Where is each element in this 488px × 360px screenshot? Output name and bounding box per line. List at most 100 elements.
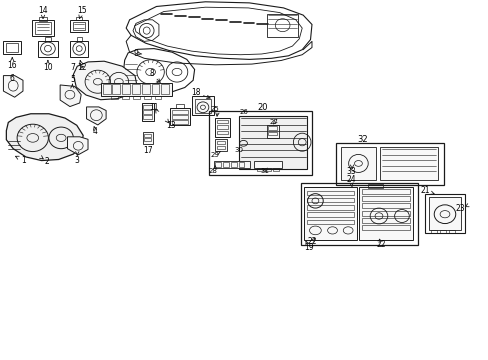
Bar: [142, 84, 149, 94]
Text: 17: 17: [142, 146, 152, 155]
Text: 20: 20: [257, 103, 268, 112]
Bar: [367, 184, 383, 188]
Bar: [439, 230, 445, 233]
Bar: [38, 41, 58, 57]
Text: 16: 16: [7, 61, 17, 70]
Bar: [143, 110, 152, 114]
Bar: [77, 37, 81, 41]
Bar: [264, 168, 270, 171]
Text: 24: 24: [346, 175, 355, 184]
Bar: [306, 212, 353, 217]
Bar: [428, 197, 460, 230]
Text: 14: 14: [38, 5, 48, 14]
Bar: [161, 84, 169, 94]
Bar: [195, 99, 210, 113]
Bar: [101, 83, 171, 96]
Bar: [215, 162, 221, 167]
Bar: [266, 14, 298, 37]
Polygon shape: [86, 107, 106, 125]
Bar: [3, 41, 21, 54]
Bar: [111, 96, 118, 99]
Bar: [361, 203, 409, 208]
Bar: [143, 96, 150, 99]
Bar: [172, 110, 187, 114]
Bar: [361, 225, 409, 230]
Bar: [215, 118, 229, 137]
Text: 15: 15: [77, 5, 87, 14]
Bar: [361, 189, 409, 194]
Bar: [70, 20, 88, 32]
Text: 8: 8: [149, 69, 154, 78]
Bar: [306, 198, 353, 202]
Bar: [35, 22, 51, 34]
Bar: [192, 96, 213, 115]
Text: 7: 7: [70, 63, 75, 72]
Bar: [122, 84, 130, 94]
Bar: [39, 17, 47, 21]
Bar: [143, 105, 152, 109]
Text: 5: 5: [70, 76, 75, 85]
Bar: [380, 147, 437, 180]
Text: 28: 28: [208, 168, 217, 174]
Text: 25: 25: [210, 106, 219, 112]
Text: 33: 33: [346, 166, 355, 175]
Text: 23: 23: [455, 204, 465, 213]
Bar: [215, 139, 226, 151]
Bar: [70, 41, 88, 57]
Bar: [266, 125, 278, 138]
Bar: [306, 191, 353, 195]
Bar: [304, 187, 356, 240]
Text: 3: 3: [75, 156, 80, 165]
Bar: [151, 84, 159, 94]
Text: 6: 6: [10, 74, 15, 83]
Bar: [272, 168, 278, 171]
Bar: [172, 120, 187, 124]
Bar: [122, 96, 129, 99]
Bar: [306, 220, 353, 224]
Polygon shape: [73, 61, 137, 100]
Bar: [257, 168, 263, 171]
Bar: [213, 161, 250, 168]
Bar: [336, 143, 443, 185]
Text: 1: 1: [21, 156, 26, 165]
Bar: [142, 132, 152, 144]
Text: 22: 22: [306, 238, 316, 247]
Bar: [425, 194, 464, 233]
Text: 11: 11: [149, 103, 159, 112]
Bar: [448, 230, 454, 233]
Bar: [176, 104, 183, 108]
Bar: [144, 134, 151, 137]
Bar: [230, 162, 236, 167]
Bar: [144, 138, 151, 141]
Bar: [112, 84, 120, 94]
Bar: [170, 108, 189, 125]
Bar: [430, 230, 436, 233]
Bar: [341, 147, 375, 180]
Polygon shape: [6, 114, 83, 161]
Bar: [216, 141, 225, 144]
Text: 2: 2: [44, 157, 49, 166]
Bar: [217, 120, 227, 123]
Bar: [268, 132, 277, 135]
Bar: [361, 218, 409, 223]
Text: 13: 13: [166, 122, 176, 130]
Text: 27: 27: [269, 120, 278, 125]
Text: 29: 29: [210, 152, 219, 158]
Bar: [132, 84, 140, 94]
Bar: [76, 17, 82, 20]
Text: 18: 18: [190, 88, 200, 97]
Bar: [217, 125, 227, 129]
Bar: [209, 111, 311, 175]
Bar: [133, 96, 140, 99]
Bar: [154, 96, 161, 99]
Text: 30: 30: [234, 148, 243, 153]
Bar: [172, 115, 187, 119]
Bar: [300, 183, 417, 245]
Bar: [216, 146, 225, 149]
Bar: [254, 161, 281, 168]
Bar: [306, 205, 353, 210]
Bar: [143, 115, 152, 119]
Text: 32: 32: [357, 135, 367, 144]
Bar: [45, 37, 51, 41]
Text: 22: 22: [376, 240, 386, 248]
